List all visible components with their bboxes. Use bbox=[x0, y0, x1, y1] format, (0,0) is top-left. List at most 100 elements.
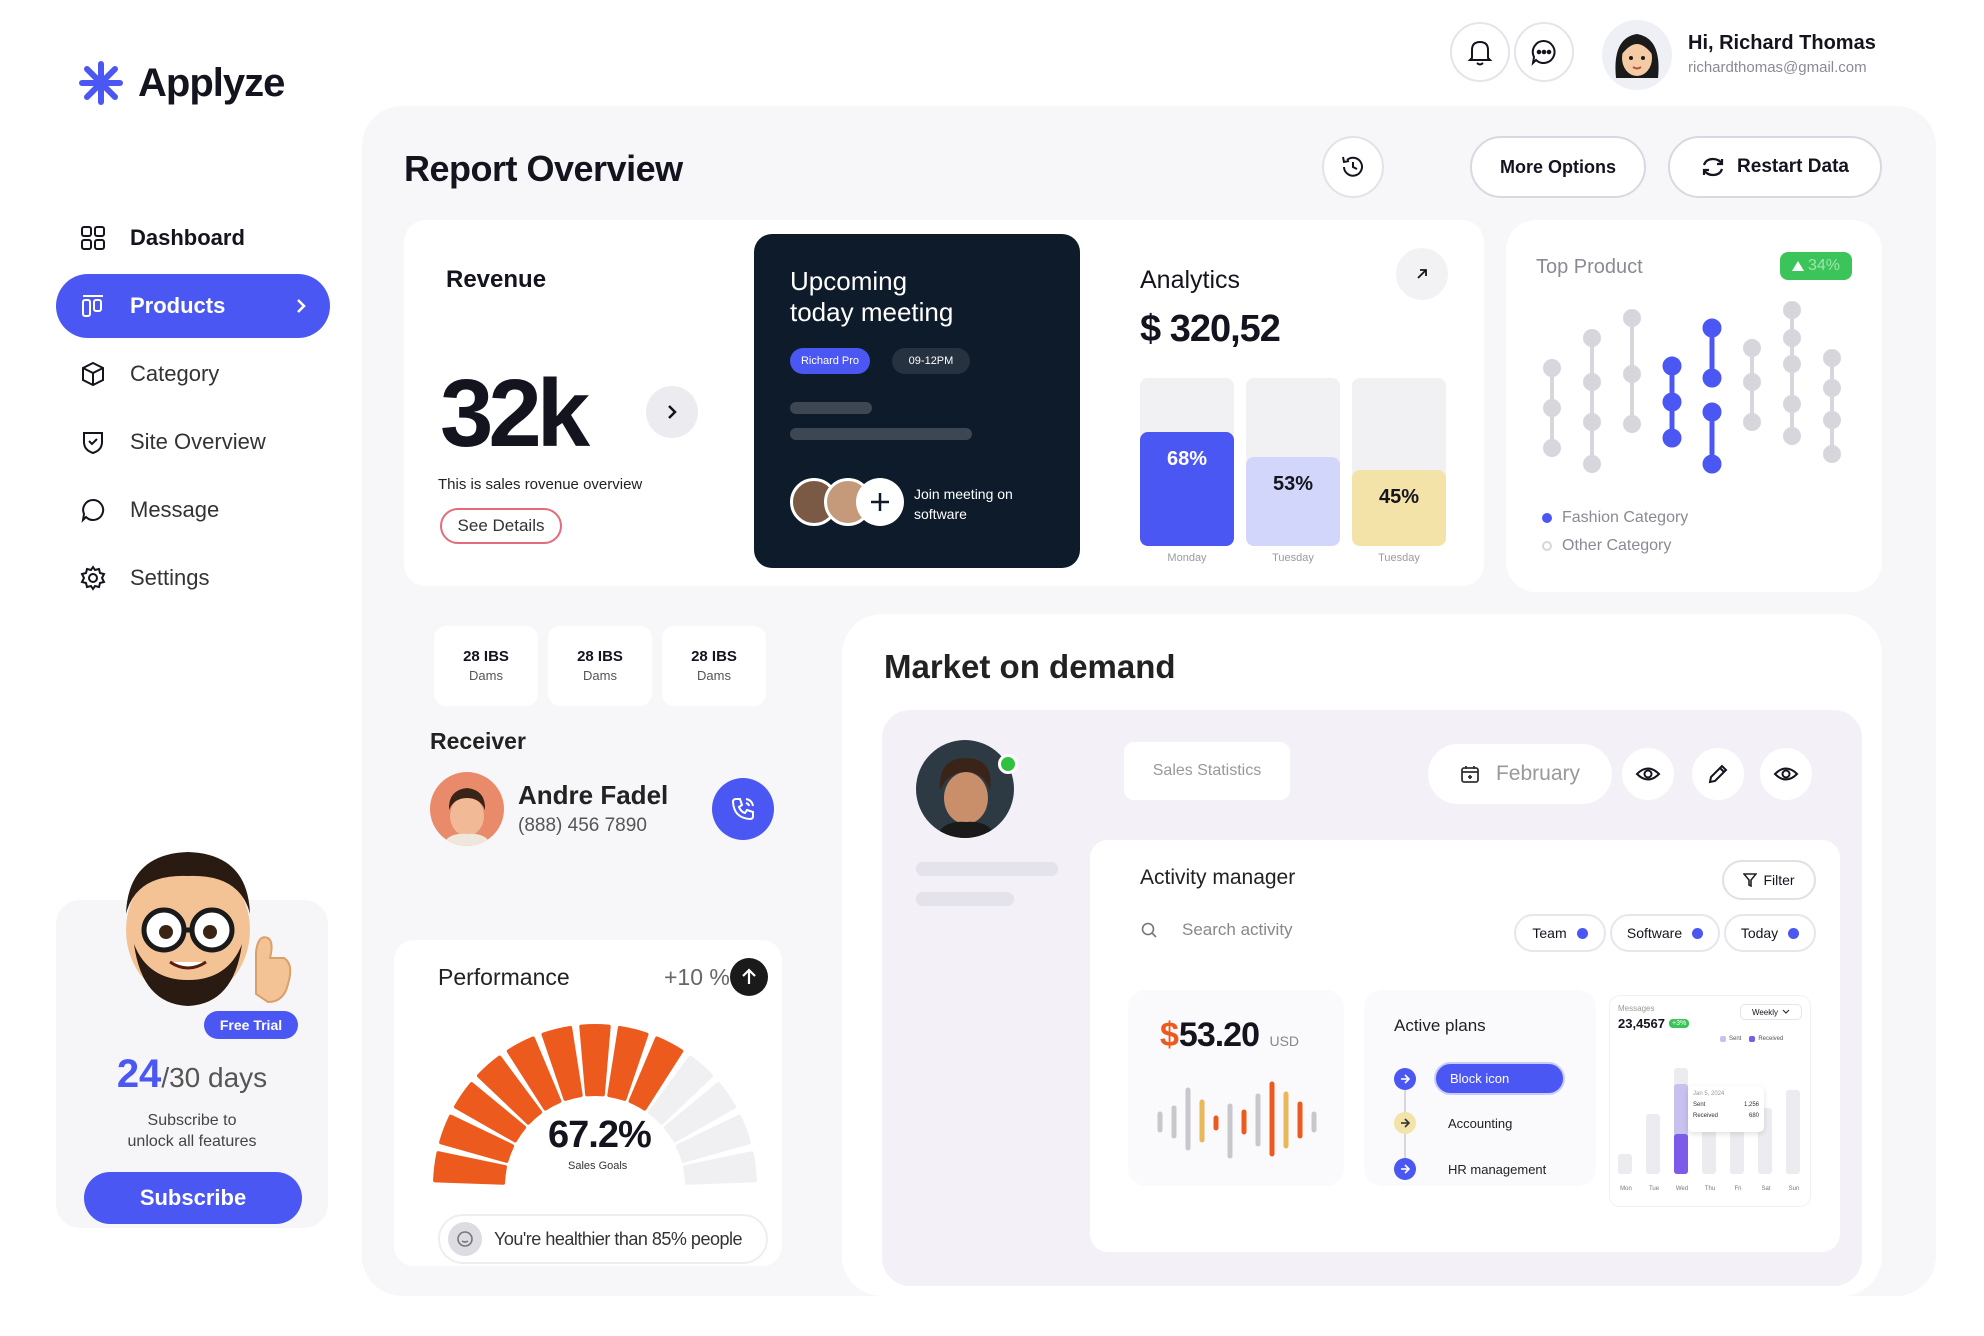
month-picker[interactable]: February bbox=[1428, 744, 1612, 804]
plan-item[interactable]: Block icon bbox=[1394, 1062, 1566, 1095]
history-button[interactable] bbox=[1322, 136, 1384, 198]
restart-data-button[interactable]: Restart Data bbox=[1668, 136, 1882, 198]
chip-team[interactable]: Team bbox=[1514, 914, 1606, 952]
tooltip-recv-label: Received bbox=[1693, 1113, 1719, 1119]
market-user-avatar[interactable] bbox=[916, 740, 1014, 838]
analytics-bar-fill: 45% bbox=[1352, 470, 1446, 546]
chat-bubble-icon bbox=[81, 498, 105, 523]
performance-title: Performance bbox=[438, 964, 570, 990]
asterisk-logo-icon bbox=[79, 61, 123, 105]
phone-icon bbox=[731, 798, 754, 821]
plan-arrow-icon bbox=[1394, 1067, 1416, 1090]
weight-value: 28 IBS bbox=[691, 648, 737, 665]
plan-arrow-icon bbox=[1394, 1158, 1416, 1180]
chip-label: Team bbox=[1532, 925, 1567, 941]
legend-dot bbox=[1542, 513, 1552, 523]
tooltip-date: Jan 5, 2024 bbox=[1693, 1091, 1725, 1097]
meeting-title-line2: today meeting bbox=[790, 297, 954, 327]
tooltip-row: Received 680 bbox=[1693, 1111, 1759, 1122]
activity-search[interactable]: Search activity bbox=[1140, 920, 1293, 940]
weight-tile[interactable]: 28 IBS Dams bbox=[662, 626, 766, 706]
subscribe-button-label: Subscribe bbox=[139, 1185, 247, 1210]
free-trial-badge: Free Trial bbox=[204, 1011, 298, 1039]
weight-tile[interactable]: 28 IBS Dams bbox=[548, 626, 652, 706]
join-meeting-link[interactable]: Join meeting on software bbox=[914, 484, 1013, 524]
notification-button[interactable] bbox=[1450, 22, 1510, 82]
chip-software[interactable]: Software bbox=[1610, 914, 1720, 952]
chip-dot bbox=[1692, 927, 1704, 939]
sidebar-item-label: Message bbox=[130, 497, 220, 522]
weight-label: Dams bbox=[583, 668, 617, 683]
sidebar-item-settings[interactable]: Settings bbox=[56, 546, 330, 610]
plan-item[interactable]: Accounting bbox=[1394, 1112, 1512, 1134]
weight-tile[interactable]: 28 IBS Dams bbox=[434, 626, 538, 706]
user-avatar[interactable] bbox=[1602, 20, 1672, 90]
sidebar-item-products[interactable]: Products bbox=[56, 274, 330, 338]
analytics-expand-button[interactable] bbox=[1396, 248, 1448, 300]
see-details-button[interactable]: See Details bbox=[440, 508, 562, 544]
gauge-segment bbox=[541, 1025, 583, 1101]
sales-statistics-tab[interactable]: Sales Statistics bbox=[1124, 742, 1290, 800]
memoji-avatar bbox=[108, 834, 298, 1014]
tooltip-sent-label: Sent bbox=[1693, 1102, 1706, 1108]
sidebar-item-dashboard[interactable]: Dashboard bbox=[56, 206, 330, 270]
trial-days: 24/30 days bbox=[56, 1052, 328, 1097]
call-button[interactable] bbox=[712, 778, 774, 840]
chip-today[interactable]: Today bbox=[1724, 914, 1816, 952]
receiver-info: Andre Fadel (888) 456 7890 bbox=[518, 780, 668, 837]
more-options-button[interactable]: More Options bbox=[1470, 136, 1646, 198]
sidebar-item-label: Category bbox=[130, 361, 220, 386]
mini-chart-total: 23,4567 bbox=[1618, 1016, 1665, 1031]
trial-days-used: 24 bbox=[116, 1052, 162, 1096]
refresh-icon bbox=[1702, 157, 1724, 177]
edit-button[interactable] bbox=[1692, 748, 1744, 800]
weight-label: Dams bbox=[469, 668, 503, 683]
search-input-placeholder: Search activity bbox=[1182, 920, 1293, 939]
gauge-segment bbox=[675, 1114, 751, 1163]
mini-chart-legend: Sent Received bbox=[1720, 1036, 1783, 1042]
join-meeting-line1: Join meeting on bbox=[914, 486, 1013, 502]
sidebar-item-category[interactable]: Category bbox=[56, 342, 330, 406]
receiver-name: Andre Fadel bbox=[518, 780, 669, 810]
brand-logo[interactable]: Applyze bbox=[78, 60, 285, 106]
trial-days-total: /30 days bbox=[161, 1062, 268, 1093]
preview-button[interactable] bbox=[1760, 748, 1812, 800]
trial-subtext: Subscribe to unlock all features bbox=[56, 1110, 328, 1152]
free-trial-badge-text: Free Trial bbox=[219, 1017, 283, 1033]
brand-name: Applyze bbox=[138, 60, 285, 105]
page-title: Report Overview bbox=[404, 148, 683, 189]
amount-display: $53.20 USD bbox=[1160, 1016, 1299, 1055]
pencil-icon bbox=[1708, 764, 1728, 784]
mini-day: Mon bbox=[1620, 1186, 1632, 1192]
messages-button[interactable] bbox=[1514, 22, 1574, 82]
trial-subtext-line1: Subscribe to bbox=[147, 1112, 237, 1129]
mini-day: Tue bbox=[1648, 1186, 1660, 1192]
view-button[interactable] bbox=[1622, 748, 1674, 800]
chat-dots-icon bbox=[1531, 39, 1556, 66]
weight-value: 28 IBS bbox=[577, 648, 623, 665]
sidebar-item-site-overview[interactable]: Site Overview bbox=[56, 410, 330, 474]
filter-button[interactable]: Filter bbox=[1722, 860, 1816, 900]
add-participant-button[interactable] bbox=[856, 478, 904, 526]
join-meeting-line2: software bbox=[914, 506, 967, 522]
performance-value: 67.2% bbox=[548, 1114, 652, 1156]
meeting-title-line1: Upcoming bbox=[790, 266, 908, 296]
performance-up-button[interactable] bbox=[730, 958, 768, 996]
gear-icon bbox=[80, 565, 106, 591]
plan-item[interactable]: HR management bbox=[1394, 1158, 1546, 1180]
mini-chart-period[interactable]: Weekly bbox=[1740, 1004, 1802, 1020]
analytics-bar: 68% bbox=[1140, 378, 1234, 546]
meeting-placeholder-bar bbox=[790, 428, 972, 440]
sidebar-item-message[interactable]: Message bbox=[56, 478, 330, 542]
analytics-value: 320,52 bbox=[1169, 308, 1281, 350]
top-product-dot-chart bbox=[1536, 298, 1856, 482]
subscribe-button[interactable]: Subscribe bbox=[84, 1172, 302, 1224]
receiver-avatar bbox=[430, 772, 504, 846]
analytics-title: Analytics bbox=[1140, 266, 1241, 294]
performance-label: Sales Goals bbox=[568, 1160, 628, 1172]
tooltip-recv-value: 680 bbox=[1748, 1113, 1759, 1119]
chip-label: Software bbox=[1626, 925, 1683, 941]
see-details-label: See Details bbox=[457, 516, 545, 535]
revenue-next-button[interactable] bbox=[646, 386, 698, 438]
performance-gauge bbox=[430, 1010, 760, 1190]
